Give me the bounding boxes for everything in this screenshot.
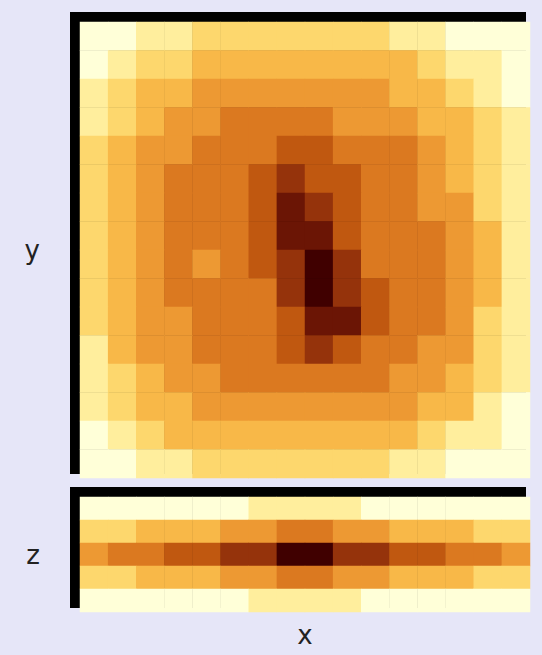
svg-text:y: y	[25, 235, 40, 265]
svg-text:z: z	[26, 540, 40, 570]
svg-text:x: x	[297, 620, 312, 650]
